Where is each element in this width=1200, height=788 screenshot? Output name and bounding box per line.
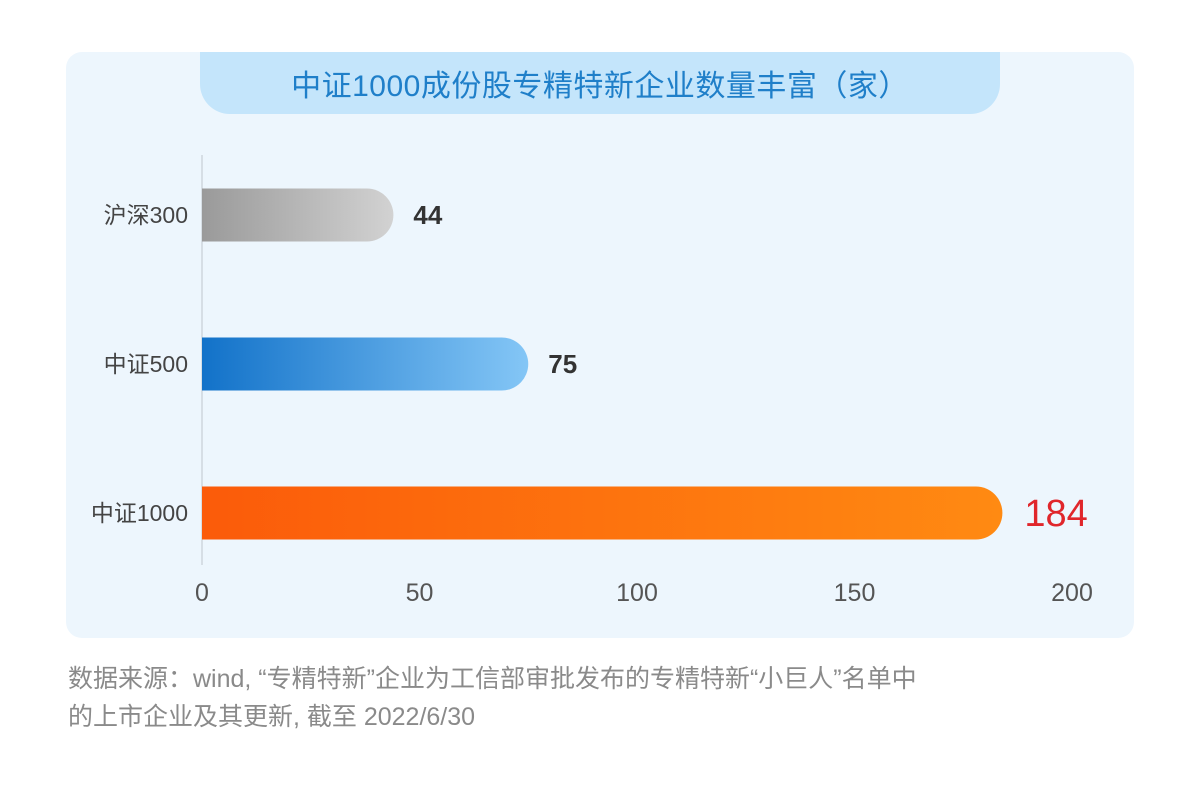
bar-3 xyxy=(202,486,1003,540)
data-label-2: 75 xyxy=(548,349,577,379)
bar-2 xyxy=(202,337,529,391)
bar-1 xyxy=(202,188,394,242)
category-label-1: 沪深300 xyxy=(104,202,188,228)
category-label-2: 中证500 xyxy=(104,351,188,377)
source-note: 数据来源：wind, “专精特新”企业为工信部审批发布的专精特新“小巨人”名单中… xyxy=(68,660,1148,736)
x-tick-label-50: 50 xyxy=(406,579,434,607)
category-label-3: 中证1000 xyxy=(91,500,188,526)
x-tick-label-150: 150 xyxy=(834,579,876,607)
title-banner: 中证1000成份股专精特新企业数量丰富（家） xyxy=(200,52,1000,114)
x-tick-label-100: 100 xyxy=(616,579,658,607)
x-tick-label-200: 200 xyxy=(1051,579,1093,607)
chart-title: 中证1000成份股专精特新企业数量丰富（家） xyxy=(291,70,909,103)
source-note-line-2: 的上市企业及其更新, 截至 2022/6/30 xyxy=(68,703,476,731)
data-label-1: 44 xyxy=(413,200,442,230)
data-label-3: 184 xyxy=(1024,493,1087,535)
source-note-line-1: 数据来源：wind, “专精特新”企业为工信部审批发布的专精特新“小巨人”名单中 xyxy=(68,665,917,693)
x-tick-label-0: 0 xyxy=(195,579,209,607)
